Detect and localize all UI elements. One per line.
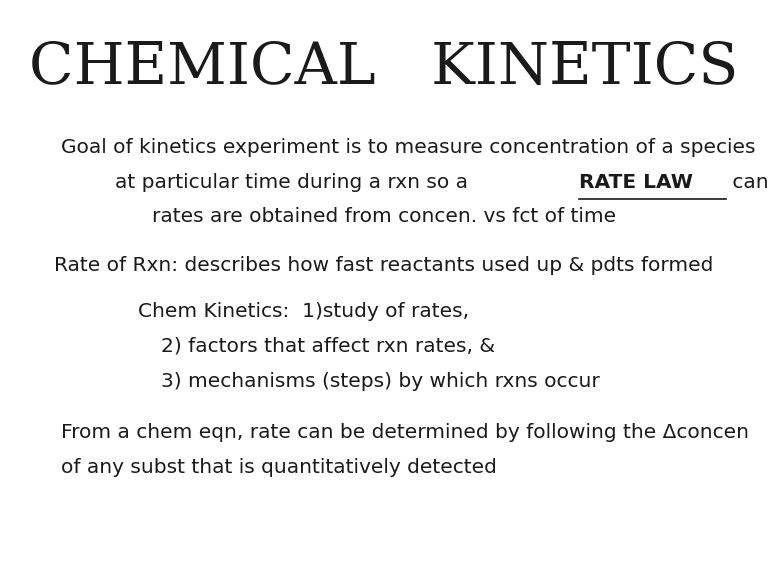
Text: 2) factors that affect rxn rates, &: 2) factors that affect rxn rates, &	[161, 337, 495, 356]
Text: Chem Kinetics:  1)study of rates,: Chem Kinetics: 1)study of rates,	[138, 302, 469, 321]
Text: 3) mechanisms (steps) by which rxns occur: 3) mechanisms (steps) by which rxns occu…	[161, 372, 600, 391]
Text: can be determined: can be determined	[726, 173, 768, 192]
Text: CHEMICAL   KINETICS: CHEMICAL KINETICS	[29, 40, 739, 96]
Text: RATE LAW: RATE LAW	[579, 173, 693, 192]
Text: Goal of kinetics experiment is to measure concentration of a species: Goal of kinetics experiment is to measur…	[61, 138, 756, 157]
Text: of any subst that is quantitatively detected: of any subst that is quantitatively dete…	[61, 458, 498, 477]
Text: at particular time during a rxn so a: at particular time during a rxn so a	[115, 173, 475, 192]
Text: Rate of Rxn: describes how fast reactants used up & pdts formed: Rate of Rxn: describes how fast reactant…	[55, 256, 713, 275]
Text: From a chem eqn, rate can be determined by following the Δconcen: From a chem eqn, rate can be determined …	[61, 423, 750, 442]
Text: rates are obtained from concen. vs fct of time: rates are obtained from concen. vs fct o…	[152, 207, 616, 226]
